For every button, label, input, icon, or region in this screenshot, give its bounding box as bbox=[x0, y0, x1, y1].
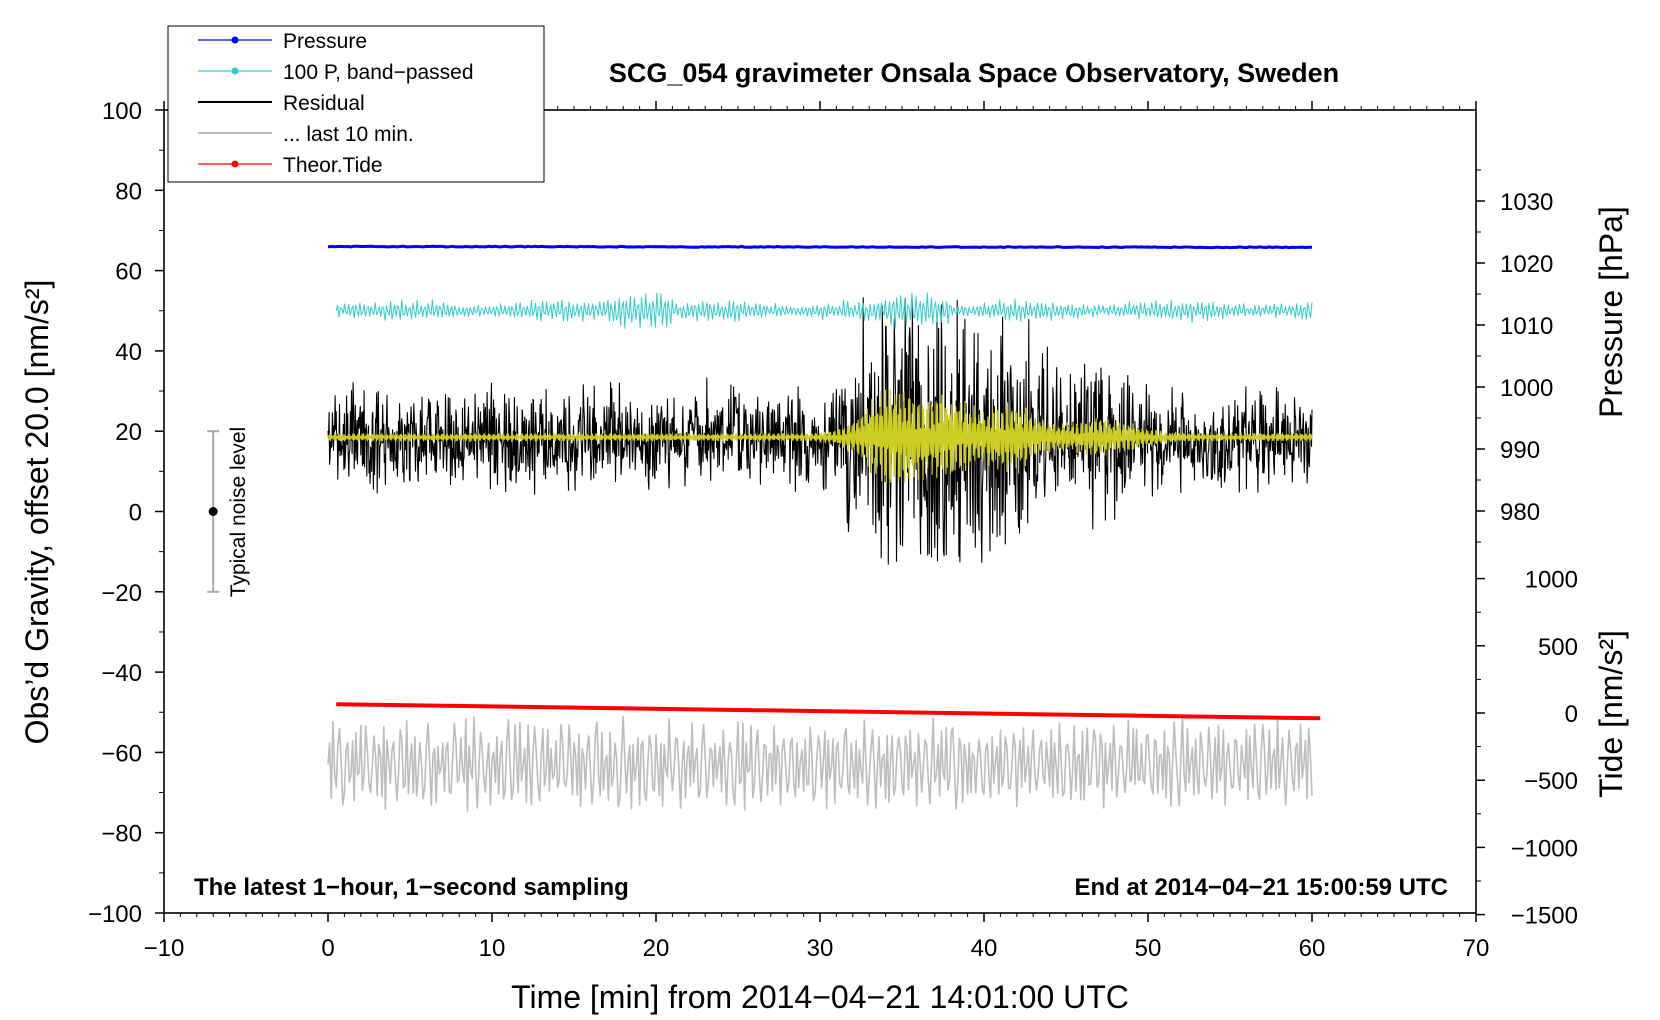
legend-item-band-passed: 100 P, band−passed bbox=[198, 61, 474, 84]
x-tick-label: −10 bbox=[144, 935, 185, 962]
y-tick-label: 40 bbox=[115, 339, 142, 366]
legend-box bbox=[167, 25, 545, 183]
y-tick-label: −100 bbox=[88, 901, 142, 928]
tide-tick-label: 500 bbox=[1538, 634, 1578, 661]
x-tick-label: 10 bbox=[479, 935, 506, 962]
y-axis-title-left: Obs’d Gravity, offset 20.0 [nm/s²] bbox=[19, 280, 55, 745]
tide-tick-label: 1000 bbox=[1525, 567, 1578, 594]
noise-center-dot bbox=[208, 507, 218, 516]
tick-labels: −10 0 10 20 30 40 50 60 70−100−80−60−40−20020406… bbox=[88, 98, 1578, 962]
legend-label: Theor.Tide bbox=[283, 154, 383, 177]
legend-item-theor-tide: Theor.Tide bbox=[198, 154, 383, 177]
y-tick-label: 100 bbox=[102, 98, 142, 125]
x-tick-label: 40 bbox=[971, 935, 998, 962]
x-tick-label: 0 bbox=[321, 935, 334, 962]
x-tick-label: 60 bbox=[1299, 935, 1326, 962]
y-tick-label: 0 bbox=[129, 500, 142, 527]
x-tick-label: 30 bbox=[807, 935, 834, 962]
noise-indicator: Typical noise level bbox=[207, 427, 250, 597]
tide-tick-label: 0 bbox=[1565, 701, 1578, 728]
x-axis-title: Time [min] from 2014−04−21 14:01:00 UTC bbox=[511, 979, 1129, 1015]
tide-tick-label: −500 bbox=[1524, 768, 1578, 795]
y-tick-label: −60 bbox=[101, 740, 142, 767]
y-tick-label: 20 bbox=[115, 419, 142, 446]
pressure-tick-label: 1010 bbox=[1500, 313, 1553, 340]
series-theor-tide bbox=[336, 702, 1321, 721]
y-tick-label: −80 bbox=[101, 821, 142, 848]
series-band-passed bbox=[335, 292, 1313, 330]
series-last-10-min bbox=[327, 715, 1313, 812]
legend-item-residual: Residual bbox=[198, 92, 365, 115]
pressure-tick-label: 1000 bbox=[1500, 375, 1553, 402]
legend-label: ... last 10 min. bbox=[283, 123, 414, 146]
legend-item-pressure: Pressure bbox=[198, 30, 367, 53]
note-end-time: End at 2014−04−21 15:00:59 UTC bbox=[1074, 874, 1448, 901]
note-sampling: The latest 1−hour, 1−second sampling bbox=[194, 874, 629, 901]
legend-label: Residual bbox=[283, 92, 365, 115]
y-tick-label: 80 bbox=[115, 178, 142, 205]
legend-marker bbox=[231, 67, 239, 75]
noise-label: Typical noise level bbox=[227, 427, 250, 597]
x-tick-label: 20 bbox=[643, 935, 670, 962]
pressure-tick-label: 1030 bbox=[1500, 189, 1553, 216]
y-axis-title-pressure: Pressure [hPa] bbox=[1593, 206, 1629, 418]
legend-label: 100 P, band−passed bbox=[283, 61, 474, 84]
legend-item-last-10-min: ... last 10 min. bbox=[198, 123, 414, 146]
series-residual bbox=[327, 297, 1313, 565]
pressure-tick-label: 980 bbox=[1500, 499, 1540, 526]
chart-title: SCG_054 gravimeter Onsala Space Observat… bbox=[609, 58, 1339, 88]
pressure-tick-label: 990 bbox=[1500, 437, 1540, 464]
data-series bbox=[327, 244, 1321, 812]
legend: Pressure 100 P, band−passed Residual ...… bbox=[167, 25, 545, 183]
series-residual-smoothed bbox=[327, 388, 1313, 486]
tick-marks bbox=[155, 101, 1485, 922]
legend-label: Pressure bbox=[283, 30, 367, 53]
y-tick-label: −20 bbox=[101, 580, 142, 607]
legend-marker bbox=[231, 36, 239, 44]
y-axis-title-tide: Tide [nm/s²] bbox=[1593, 630, 1629, 798]
plot-frame bbox=[163, 109, 1477, 914]
tide-tick-label: −1000 bbox=[1511, 835, 1578, 862]
tide-tick-label: −1500 bbox=[1511, 903, 1578, 930]
x-tick-label: 70 bbox=[1463, 935, 1490, 962]
x-tick-label: 50 bbox=[1135, 935, 1162, 962]
series-pressure bbox=[327, 244, 1313, 250]
pressure-tick-label: 1020 bbox=[1500, 251, 1553, 278]
y-tick-label: 60 bbox=[115, 259, 142, 286]
y-tick-label: −40 bbox=[101, 660, 142, 687]
legend-marker bbox=[231, 160, 239, 168]
